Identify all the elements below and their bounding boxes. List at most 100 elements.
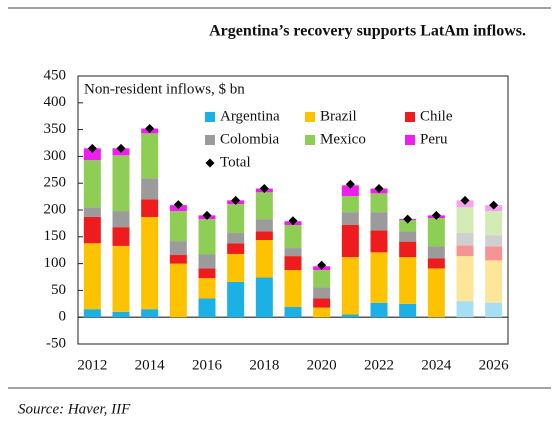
legend-swatch bbox=[405, 135, 415, 145]
y-tick-label: 450 bbox=[44, 67, 67, 83]
bar-segment bbox=[284, 256, 302, 271]
legend-marker bbox=[205, 158, 215, 168]
legend-swatch bbox=[205, 112, 215, 122]
bar-segment bbox=[112, 227, 130, 246]
y-tick-label: -50 bbox=[46, 335, 66, 351]
bar-segment bbox=[456, 233, 474, 246]
legend-label: Chile bbox=[420, 108, 453, 124]
bar-segment bbox=[284, 307, 302, 318]
bar-segment bbox=[485, 246, 503, 261]
y-tick-label: 400 bbox=[44, 94, 67, 110]
bar-segment bbox=[284, 270, 302, 308]
total-marker bbox=[489, 200, 499, 210]
legend-swatch bbox=[305, 112, 315, 122]
legend-label: Colombia bbox=[220, 131, 280, 147]
bar-segment bbox=[83, 243, 101, 310]
bar-segment bbox=[427, 246, 445, 259]
total-marker bbox=[460, 195, 470, 205]
bar-segment bbox=[341, 225, 359, 258]
bar-segment bbox=[83, 216, 101, 244]
total-marker bbox=[231, 195, 241, 205]
bar-segment bbox=[112, 155, 130, 212]
bar-segment bbox=[169, 241, 187, 256]
bar-segment bbox=[255, 240, 273, 278]
legend-label: Argentina bbox=[220, 108, 280, 124]
y-tick-label: 250 bbox=[44, 175, 67, 191]
bar-segment bbox=[198, 298, 216, 318]
total-marker bbox=[145, 124, 155, 134]
bar-segment bbox=[255, 192, 273, 220]
x-tick-label: 2026 bbox=[479, 357, 510, 373]
bar-segment bbox=[485, 260, 503, 303]
bar-segment bbox=[427, 268, 445, 318]
bar-segment bbox=[227, 281, 245, 318]
bar-segment bbox=[456, 301, 474, 318]
y-tick-label: 100 bbox=[44, 255, 67, 271]
source: Source: Haver, IIF bbox=[18, 401, 131, 417]
y-axis-label: Non-resident inflows, $ bn bbox=[84, 81, 245, 97]
x-tick-label: 2020 bbox=[307, 357, 337, 373]
x-tick-label: 2014 bbox=[135, 357, 166, 373]
bar-segment bbox=[227, 243, 245, 254]
legend-label: Brazil bbox=[320, 108, 357, 124]
bar-segment bbox=[399, 220, 417, 232]
total-marker bbox=[431, 210, 441, 220]
bar-segment bbox=[112, 211, 130, 228]
bar-segment bbox=[255, 277, 273, 318]
bar-segment bbox=[169, 263, 187, 318]
bar-segment bbox=[198, 254, 216, 269]
bar-segment bbox=[485, 302, 503, 318]
bar-segment bbox=[370, 252, 388, 303]
bar-segment bbox=[198, 268, 216, 279]
bar-segment bbox=[313, 270, 331, 288]
bar-segment bbox=[198, 219, 216, 255]
total-marker bbox=[87, 143, 97, 153]
bar-segment bbox=[456, 207, 474, 234]
legend-label: Mexico bbox=[320, 131, 366, 147]
bar-segment bbox=[370, 193, 388, 213]
bar-segment bbox=[399, 231, 417, 242]
x-tick-label: 2022 bbox=[364, 357, 394, 373]
total-marker bbox=[173, 200, 183, 210]
bar-segment bbox=[485, 211, 503, 236]
bar-segment bbox=[370, 302, 388, 318]
bar-segment bbox=[83, 207, 101, 217]
bar-segment bbox=[169, 255, 187, 264]
y-tick-label: 0 bbox=[59, 309, 67, 325]
legend-swatch bbox=[305, 135, 315, 145]
bar-segment bbox=[399, 241, 417, 258]
bar-segment bbox=[313, 298, 331, 308]
bar-segment bbox=[313, 287, 331, 299]
bar-segment bbox=[141, 199, 159, 217]
y-tick-label: 350 bbox=[44, 121, 67, 137]
bar-segment bbox=[83, 309, 101, 318]
bar-segment bbox=[227, 233, 245, 244]
bar-segment bbox=[370, 230, 388, 253]
legend-label: Total bbox=[220, 154, 251, 170]
bar-segment bbox=[370, 212, 388, 231]
bar-segment bbox=[141, 309, 159, 318]
bar-segment bbox=[227, 204, 245, 234]
bar-segment bbox=[83, 148, 101, 161]
legend-label: Peru bbox=[420, 131, 448, 147]
total-marker bbox=[116, 143, 126, 153]
chart-title: Argentina’s recovery supports LatAm infl… bbox=[209, 23, 526, 40]
legend-swatch bbox=[205, 135, 215, 145]
bar-segment bbox=[198, 278, 216, 299]
bar-segment bbox=[112, 245, 130, 312]
total-marker bbox=[345, 179, 355, 189]
bar-segment bbox=[141, 216, 159, 310]
bar-segment bbox=[485, 235, 503, 247]
bar-segment bbox=[313, 307, 331, 318]
bar-segment bbox=[341, 257, 359, 315]
bar-segment bbox=[456, 256, 474, 302]
total-marker bbox=[403, 214, 413, 224]
y-tick-label: 300 bbox=[44, 148, 67, 164]
x-tick-label: 2018 bbox=[249, 357, 279, 373]
bar-segment bbox=[341, 212, 359, 226]
x-tick-label: 2012 bbox=[77, 357, 107, 373]
total-marker bbox=[202, 210, 212, 220]
total-marker bbox=[259, 184, 269, 194]
bar-segment bbox=[399, 257, 417, 304]
